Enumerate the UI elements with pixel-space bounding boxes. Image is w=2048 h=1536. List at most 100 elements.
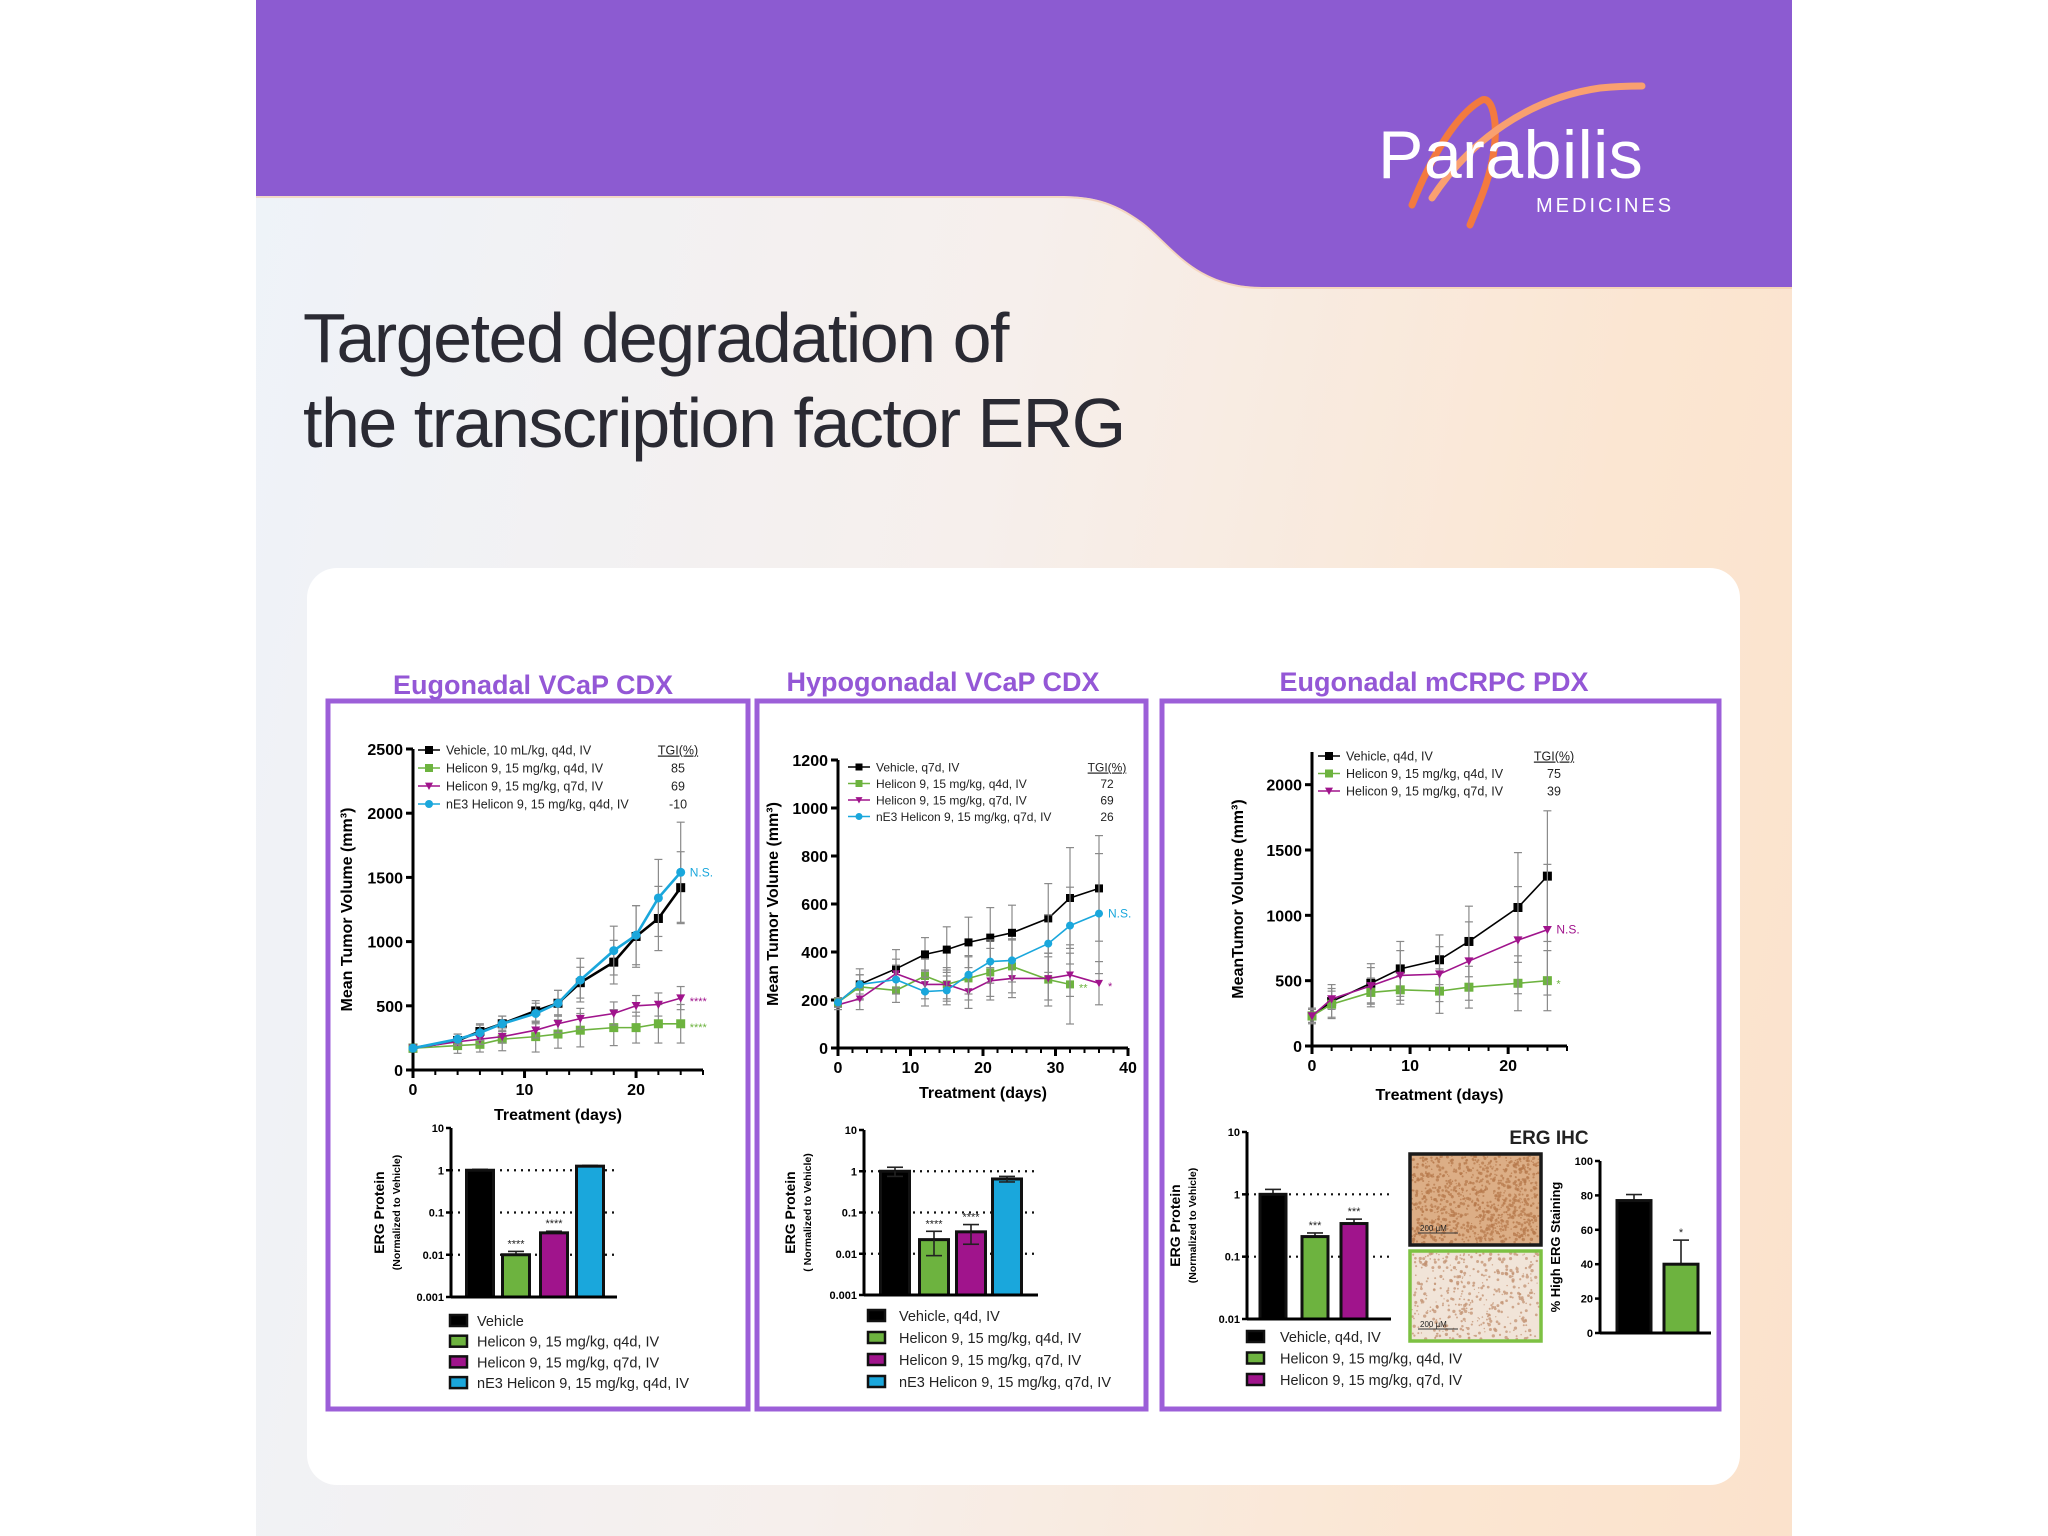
- stain-speck: [1523, 1211, 1526, 1213]
- stain-speck: [1433, 1183, 1436, 1186]
- stain-speck: [1532, 1202, 1535, 1205]
- stain-speck: [1442, 1212, 1444, 1214]
- stain-speck: [1526, 1220, 1528, 1223]
- stain-speck: [1468, 1292, 1472, 1296]
- stain-speck: [1514, 1193, 1516, 1195]
- stain-speck: [1489, 1172, 1493, 1176]
- logo-wordmark: Parabilis: [1378, 117, 1643, 193]
- stain-speck: [1454, 1238, 1457, 1241]
- stain-speck: [1485, 1175, 1487, 1178]
- stain-speck: [1457, 1216, 1459, 1218]
- stain-speck: [1421, 1263, 1425, 1266]
- stain-speck: [1486, 1322, 1489, 1325]
- stain-speck: [1445, 1200, 1449, 1204]
- stain-speck: [1425, 1170, 1427, 1173]
- stain-speck: [1484, 1164, 1487, 1167]
- data-point: [631, 930, 641, 940]
- stain-speck: [1516, 1209, 1518, 1212]
- stain-speck: [1522, 1156, 1526, 1160]
- stain-speck: [1482, 1216, 1485, 1218]
- stain-speck: [1423, 1314, 1427, 1318]
- stain-speck: [1477, 1216, 1480, 1219]
- stain-speck: [1517, 1164, 1520, 1167]
- stain-speck: [1533, 1293, 1536, 1295]
- series-2: N.S.: [1307, 863, 1580, 1024]
- stain-speck: [1461, 1156, 1464, 1160]
- stain-speck: [1530, 1279, 1533, 1282]
- stain-speck: [1430, 1156, 1433, 1159]
- stain-speck: [1509, 1295, 1512, 1299]
- stain-speck: [1421, 1197, 1424, 1201]
- stain-speck: [1519, 1197, 1521, 1200]
- ihc-image-frame: [1408, 1249, 1543, 1343]
- y-tick-label: 0.001: [829, 1290, 857, 1302]
- stain-speck: [1531, 1197, 1533, 1199]
- stain-speck: [1461, 1233, 1465, 1237]
- y-axis-title: ERG Protein: [1167, 1184, 1183, 1266]
- stain-speck: [1496, 1225, 1498, 1228]
- stain-speck: [1495, 1222, 1498, 1225]
- stain-speck: [1483, 1169, 1486, 1171]
- stain-speck: [1464, 1320, 1466, 1323]
- stain-speck: [1428, 1326, 1431, 1329]
- stain-speck: [1487, 1164, 1489, 1166]
- data-point: [1008, 956, 1016, 965]
- stain-speck: [1519, 1315, 1521, 1317]
- legend-label: Helicon 9, 15 mg/kg, q7d, IV: [876, 794, 1027, 808]
- stain-speck: [1474, 1334, 1478, 1337]
- stain-speck: [1443, 1235, 1446, 1238]
- stain-speck: [1468, 1253, 1470, 1256]
- stain-speck: [1504, 1190, 1506, 1192]
- stain-speck: [1518, 1171, 1522, 1174]
- bar-chart-erg-protein-hypogonadal-vcap: **** **** 0.001 0.01 0.1 1 10 ERG Protein ( Norm…: [782, 1125, 1111, 1391]
- legend-swatch: [1245, 1372, 1266, 1387]
- stain-speck: [1443, 1324, 1447, 1329]
- legend-tgi-value: 26: [1100, 810, 1114, 824]
- stain-speck: [1439, 1156, 1441, 1159]
- stain-speck: [1454, 1220, 1457, 1223]
- stain-speck: [1499, 1179, 1503, 1182]
- page-title-line-1: Targeted degradation of: [303, 299, 1010, 377]
- stain-speck: [1526, 1233, 1530, 1237]
- stain-speck: [1505, 1210, 1508, 1213]
- stain-speck: [1500, 1222, 1503, 1225]
- stain-speck: [1437, 1325, 1440, 1328]
- stain-speck: [1464, 1265, 1469, 1269]
- stain-speck: [1457, 1303, 1461, 1306]
- data-point: [575, 975, 585, 985]
- stain-speck: [1515, 1335, 1518, 1338]
- stain-speck: [1512, 1164, 1516, 1168]
- stain-speck: [1481, 1168, 1485, 1171]
- stain-speck: [1520, 1160, 1522, 1163]
- stain-speck: [1503, 1224, 1508, 1228]
- bar: [991, 1177, 1023, 1297]
- stain-speck: [1514, 1195, 1518, 1199]
- stain-speck: [1479, 1226, 1482, 1229]
- data-point: [676, 994, 686, 1003]
- stain-speck: [1476, 1160, 1479, 1164]
- legend-marker: [425, 764, 433, 772]
- stain-speck: [1529, 1225, 1532, 1228]
- logo-subtitle: MEDICINES: [1536, 195, 1674, 217]
- stain-speck: [1457, 1212, 1460, 1215]
- stain-speck: [1500, 1218, 1504, 1222]
- stain-speck: [1497, 1204, 1500, 1207]
- stain-speck: [1451, 1155, 1453, 1157]
- stain-speck: [1502, 1168, 1505, 1171]
- stain-speck: [1477, 1317, 1479, 1319]
- data-point: [1044, 939, 1053, 948]
- stain-speck: [1445, 1290, 1448, 1292]
- stain-speck: [1424, 1172, 1427, 1175]
- stain-speck: [1445, 1334, 1447, 1336]
- stain-speck: [1537, 1164, 1539, 1167]
- stain-speck: [1448, 1162, 1450, 1164]
- stain-speck: [1480, 1286, 1484, 1290]
- stain-speck: [1474, 1189, 1477, 1192]
- stain-speck: [1491, 1238, 1494, 1241]
- legend-swatch: [866, 1308, 887, 1323]
- stain-speck: [1513, 1214, 1517, 1217]
- stain-speck: [1496, 1278, 1500, 1282]
- stain-speck: [1462, 1202, 1466, 1206]
- stain-speck: [1419, 1298, 1424, 1302]
- stain-speck: [1455, 1190, 1457, 1192]
